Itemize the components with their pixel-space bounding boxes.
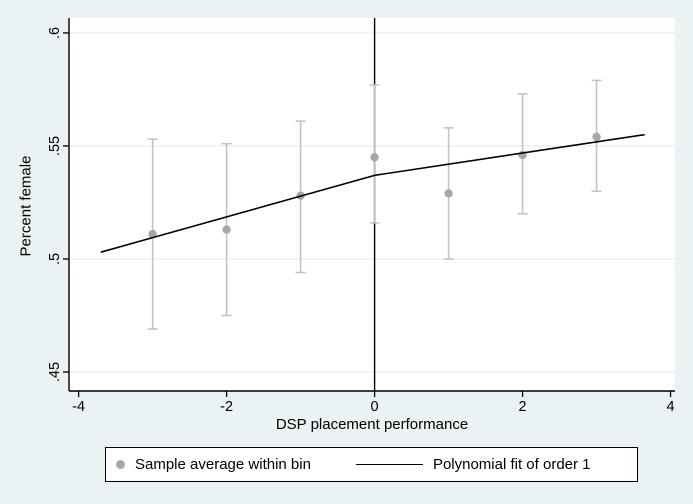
x-tick-label: 0 [371,399,379,415]
data-point [222,225,231,234]
plot-area [69,18,675,391]
scatter-marker-icon [116,460,125,469]
legend-label-polynomial-fit: Polynomial fit of order 1 [432,456,591,473]
x-tick-label: 4 [667,399,675,415]
legend-label-sample-average: Sample average within bin [135,456,311,473]
data-point [444,189,453,198]
fit-line-icon [355,464,423,465]
fit-line [374,133,645,177]
data-point [592,132,601,142]
data-point [370,153,379,162]
data-point [148,229,157,239]
x-tick-label: 2 [519,399,527,415]
x-axis-title: DSP placement performance [275,416,469,433]
y-axis-title: Percent female [17,155,35,257]
x-tick-label: -4 [72,399,85,415]
y-tick-label: .45 [47,362,63,382]
legend-box: Sample average within bin Polynomial fit… [105,447,638,482]
legend-entry-sample-average: Sample average within bin [116,456,311,473]
y-tick-label: .6 [47,27,63,39]
fit-line [100,174,375,253]
x-tick-label: -2 [220,399,233,415]
legend-entry-polynomial-fit: Polynomial fit of order 1 [355,456,591,473]
y-tick-label: .5 [47,253,63,265]
y-tick-label: .55 [47,136,63,156]
